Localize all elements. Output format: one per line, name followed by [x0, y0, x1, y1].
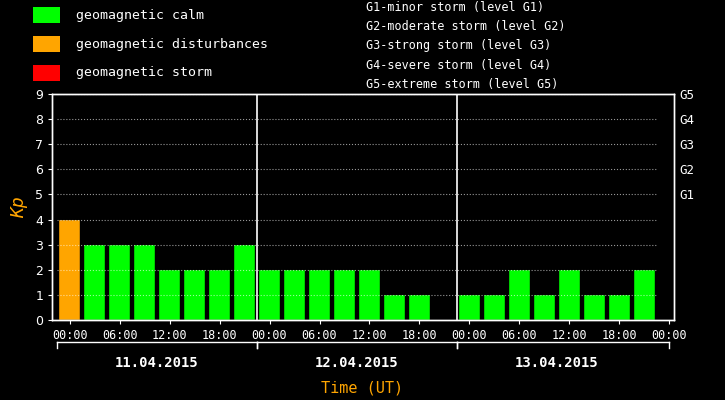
Bar	[260, 270, 280, 320]
Bar	[84, 245, 105, 320]
Text: 13.04.2015: 13.04.2015	[515, 356, 599, 370]
Bar	[210, 270, 230, 320]
Bar	[109, 245, 130, 320]
Bar	[33, 7, 60, 23]
Text: G5-extreme storm (level G5): G5-extreme storm (level G5)	[366, 78, 558, 91]
Bar	[160, 270, 180, 320]
Text: G3-strong storm (level G3): G3-strong storm (level G3)	[366, 39, 552, 52]
Text: geomagnetic disturbances: geomagnetic disturbances	[76, 38, 268, 51]
Text: Time (UT): Time (UT)	[321, 380, 404, 395]
Y-axis label: Kp: Kp	[10, 196, 28, 218]
Bar	[459, 295, 480, 320]
Bar	[334, 270, 355, 320]
Text: G4-severe storm (level G4): G4-severe storm (level G4)	[366, 59, 552, 72]
Text: geomagnetic calm: geomagnetic calm	[76, 9, 204, 22]
Bar	[584, 295, 605, 320]
Bar	[184, 270, 205, 320]
Text: G2-moderate storm (level G2): G2-moderate storm (level G2)	[366, 20, 566, 33]
Bar	[359, 270, 380, 320]
Bar	[534, 295, 555, 320]
Bar	[559, 270, 579, 320]
Text: G1-minor storm (level G1): G1-minor storm (level G1)	[366, 1, 544, 14]
Bar	[484, 295, 505, 320]
Bar	[33, 65, 60, 81]
Bar	[634, 270, 655, 320]
Bar	[33, 36, 60, 52]
Bar	[59, 220, 80, 320]
Bar	[609, 295, 629, 320]
Bar	[509, 270, 529, 320]
Bar	[310, 270, 330, 320]
Bar	[234, 245, 254, 320]
Text: geomagnetic storm: geomagnetic storm	[76, 66, 212, 79]
Bar	[384, 295, 405, 320]
Bar	[134, 245, 155, 320]
Bar	[284, 270, 304, 320]
Text: 11.04.2015: 11.04.2015	[115, 356, 199, 370]
Text: 12.04.2015: 12.04.2015	[315, 356, 399, 370]
Bar	[409, 295, 430, 320]
